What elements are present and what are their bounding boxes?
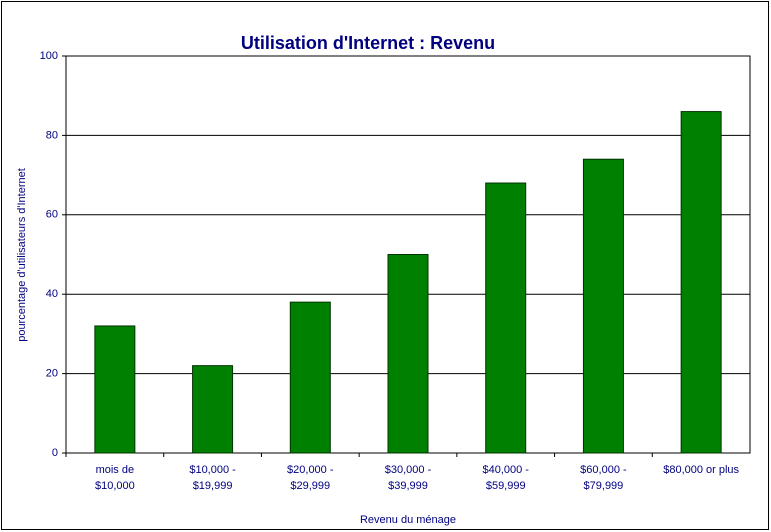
y-tick-label: 80 <box>46 129 58 141</box>
x-tick-label: mois de $10,000 <box>95 464 135 492</box>
x-tick-label: $10,000 -$19,999 <box>189 464 236 492</box>
x-tick-label: $30,000 -$39,999 <box>385 464 432 492</box>
y-axis-label: pourcentage d'utilisateurs d'Internet <box>16 168 28 342</box>
x-tick-label: $60,000 -$79,999 <box>580 464 627 492</box>
bar <box>680 111 722 454</box>
x-tick-label: $40,000 -$59,999 <box>482 464 529 492</box>
y-tick-label: 60 <box>46 209 58 221</box>
x-tick-label: $80,000 or plus <box>663 464 739 476</box>
y-tick-label: 20 <box>46 368 58 380</box>
y-tick-label: 100 <box>40 50 58 62</box>
y-tick-label: 40 <box>46 288 58 300</box>
bar <box>387 254 429 454</box>
x-tick-label: $20,000 -$29,999 <box>287 464 334 492</box>
chart-title: Utilisation d'Internet : Revenu <box>241 33 495 53</box>
bar <box>94 325 136 454</box>
bar <box>192 365 234 454</box>
bar <box>289 301 331 454</box>
bar <box>582 158 624 454</box>
x-axis-label: Revenu du ménage <box>360 514 456 526</box>
y-tick-label: 0 <box>52 447 58 459</box>
bar <box>485 182 527 454</box>
